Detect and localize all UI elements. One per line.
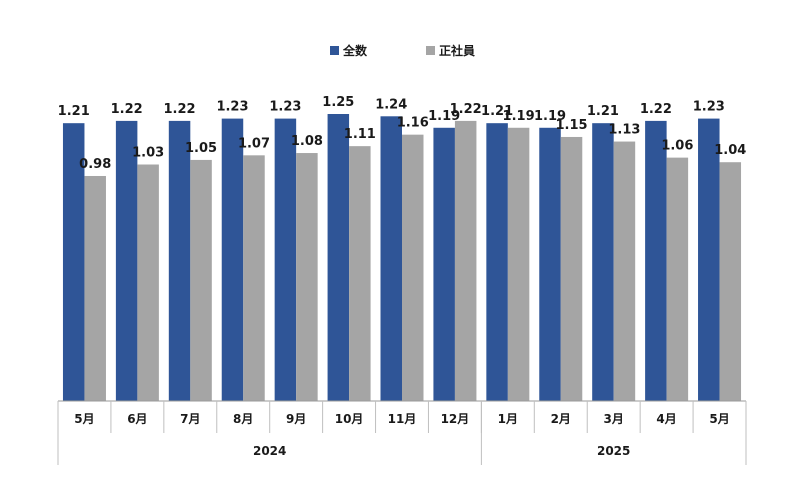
data-label-series2-2: 1.03 bbox=[132, 146, 164, 161]
x-tick-label: 12月 bbox=[441, 412, 470, 426]
bar-series2-9 bbox=[507, 127, 530, 401]
data-label-series2-1: 0.98 bbox=[79, 157, 111, 172]
data-label-series2-9: 1.19 bbox=[503, 109, 535, 124]
bar-series2-5 bbox=[296, 153, 318, 401]
data-label-series2-4: 1.07 bbox=[238, 136, 270, 151]
x-tick-label: 4月 bbox=[656, 412, 676, 426]
bar-series1-7 bbox=[380, 116, 402, 402]
data-label-series1-2: 1.22 bbox=[111, 102, 143, 117]
bar-series1-8 bbox=[433, 127, 455, 401]
x-tick-label: 9月 bbox=[286, 412, 306, 426]
x-tick-label: 6月 bbox=[127, 412, 147, 426]
x-tick-label: 5月 bbox=[74, 412, 94, 426]
data-label-series2-8: 1.22 bbox=[450, 102, 482, 117]
data-label-series1-6: 1.25 bbox=[322, 95, 354, 110]
x-tick-label: 8月 bbox=[233, 412, 253, 426]
bar-series2-11 bbox=[613, 141, 636, 401]
data-label-series2-3: 1.05 bbox=[185, 141, 217, 156]
bar-series1-9 bbox=[486, 123, 508, 402]
data-label-series2-7: 1.16 bbox=[397, 116, 429, 131]
bar-series1-1 bbox=[62, 123, 85, 402]
bar-series2-6 bbox=[349, 146, 371, 401]
bar-series2-8 bbox=[454, 120, 477, 401]
legend-swatch-1 bbox=[330, 46, 339, 55]
data-label-series1-13: 1.23 bbox=[693, 100, 725, 115]
year-label: 2024 bbox=[253, 444, 286, 458]
bar-series1-10 bbox=[539, 127, 561, 401]
data-label-series1-5: 1.23 bbox=[269, 100, 301, 115]
data-label-series1-12: 1.22 bbox=[640, 102, 672, 117]
x-tick-label: 11月 bbox=[388, 412, 417, 426]
x-axis: 5月 6月 7月 8月 9月 10月 11月 12月 1月 2月 3月 4月 5月 2024 2025 bbox=[57, 400, 747, 465]
bar-series1-5 bbox=[274, 118, 297, 401]
data-label-series2-6: 1.11 bbox=[344, 127, 376, 142]
bar-series1-3 bbox=[168, 120, 191, 401]
x-tick-label: 5月 bbox=[709, 412, 729, 426]
bar-series1-11 bbox=[592, 123, 614, 402]
data-label-series1-11: 1.21 bbox=[587, 104, 619, 119]
bar-series2-3 bbox=[190, 159, 212, 401]
x-tick-label: 7月 bbox=[180, 412, 200, 426]
data-label-series2-12: 1.06 bbox=[661, 139, 693, 154]
legend-label-1: 全数 bbox=[342, 43, 368, 58]
bar-series1-13 bbox=[698, 118, 720, 401]
legend-label-2: 正社員 bbox=[439, 43, 475, 58]
bar-series1-12 bbox=[645, 120, 667, 401]
data-label-series1-10: 1.19 bbox=[534, 109, 566, 124]
x-tick-label: 2月 bbox=[551, 412, 571, 426]
data-label-series1-3: 1.22 bbox=[164, 102, 196, 117]
data-label-series1-4: 1.23 bbox=[216, 100, 248, 115]
data-label-series1-7: 1.24 bbox=[375, 97, 407, 112]
bar-series1-4 bbox=[221, 118, 244, 401]
x-tick-label: 10月 bbox=[335, 412, 364, 426]
data-label-series1-9: 1.21 bbox=[481, 104, 513, 119]
data-label-series2-5: 1.08 bbox=[291, 134, 323, 149]
bar-series2-13 bbox=[719, 162, 742, 401]
bar-series2-1 bbox=[84, 175, 106, 401]
data-label-series2-11: 1.13 bbox=[608, 123, 640, 138]
year-label: 2025 bbox=[597, 444, 630, 458]
bar-series1-2 bbox=[115, 120, 138, 401]
x-tick-label: 3月 bbox=[604, 412, 624, 426]
bar-series2-2 bbox=[137, 164, 159, 401]
x-tick-label: 1月 bbox=[498, 412, 518, 426]
bar-series2-4 bbox=[243, 155, 265, 401]
bar-series1-6 bbox=[327, 114, 350, 401]
data-label-series1-1: 1.21 bbox=[58, 104, 90, 119]
bar-series2-10 bbox=[560, 136, 583, 401]
legend: 全数 正社員 bbox=[330, 43, 475, 58]
legend-swatch-2 bbox=[426, 46, 435, 55]
data-label-series2-10: 1.15 bbox=[555, 118, 587, 133]
plot-area: 1.21 0.98 1.22 1.03 1.22 1.05 1.23 1.07 1.23 1.08… bbox=[58, 95, 746, 402]
bar-series2-12 bbox=[666, 157, 689, 401]
bar-series2-7 bbox=[402, 134, 424, 401]
data-label-series2-13: 1.04 bbox=[714, 143, 746, 158]
data-label-series1-8: 1.19 bbox=[428, 109, 460, 124]
